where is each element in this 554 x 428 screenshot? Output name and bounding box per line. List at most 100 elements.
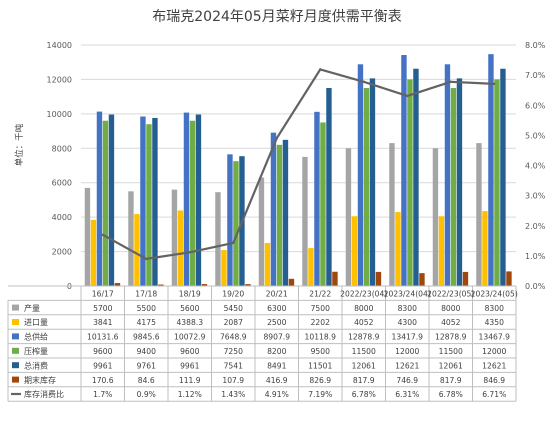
line-库存消费比	[102, 68, 495, 260]
legend-swatch-总消费	[12, 362, 19, 369]
bar-期末库存	[419, 273, 425, 286]
data-label: 4350	[485, 318, 504, 327]
bar-压榨量	[450, 88, 457, 287]
data-label: 11500	[439, 347, 463, 356]
data-label: 9600	[180, 347, 199, 356]
data-label: 11501	[308, 361, 332, 370]
bar-期末库存	[462, 271, 469, 286]
y2-tick-label: 6.0%	[525, 101, 546, 110]
bar-进口量	[482, 211, 488, 286]
category-label: 2023/24(04)	[384, 289, 431, 298]
data-label: 11500	[352, 347, 376, 356]
data-label: 7648.9	[220, 333, 247, 342]
category-label: 2022/23(05)	[427, 289, 474, 298]
bar-压榨量	[494, 79, 500, 286]
category-label: 16/17	[92, 289, 114, 298]
bar-总消费	[456, 78, 463, 286]
y2-tick-label: 7.0%	[525, 71, 546, 80]
data-label: 9961	[93, 361, 112, 370]
bar-总供给	[401, 55, 407, 287]
bar-进口量	[221, 250, 227, 286]
data-label: 111.9	[179, 376, 201, 385]
data-label: 846.9	[483, 376, 505, 385]
bar-期末库存	[158, 284, 164, 286]
bar-压榨量	[146, 124, 152, 286]
bar-总消费	[413, 68, 419, 287]
bar-压榨量	[320, 122, 326, 286]
legend-label: 产量	[24, 303, 40, 313]
legend-label: 库存消费比	[24, 389, 64, 399]
category-label: 2023/24(05)	[471, 289, 518, 298]
bar-总供给	[488, 54, 494, 286]
data-label: 8907.9	[263, 333, 290, 342]
data-label: 4175	[137, 318, 156, 327]
bar-压榨量	[233, 161, 239, 286]
data-label: 7250	[224, 347, 243, 356]
bar-进口量	[395, 211, 401, 286]
bar-产量	[215, 192, 221, 286]
bar-进口量	[177, 210, 184, 286]
line-point-库存消费比	[406, 94, 409, 98]
chart-title: 布瑞克2024年05月菜籽月度供需平衡表	[152, 9, 401, 25]
bar-总供给	[357, 64, 364, 286]
y-tick-label: 10000	[47, 110, 72, 119]
data-label: 6.71%	[482, 390, 506, 399]
bar-期末库存	[114, 283, 121, 286]
data-label: 12000	[482, 347, 506, 356]
y2-tick-label: 2.0%	[525, 222, 546, 231]
data-label: 8491	[267, 361, 286, 370]
category-label: 19/20	[222, 289, 244, 298]
bar-产量	[432, 148, 439, 286]
data-label: 8000	[441, 304, 460, 313]
bar-压榨量	[363, 88, 370, 287]
category-label: 18/19	[179, 289, 201, 298]
legend-label: 总消费	[24, 360, 48, 370]
data-label: 6300	[267, 304, 286, 313]
bar-总供给	[444, 64, 451, 286]
data-label: 5600	[180, 304, 199, 313]
data-label: 4.91%	[265, 390, 289, 399]
y2-tick-label: 4.0%	[525, 162, 546, 171]
data-label: 8300	[398, 304, 417, 313]
data-label: 12878.9	[348, 333, 380, 342]
data-label: 2202	[311, 318, 330, 327]
bar-产量	[171, 189, 178, 286]
data-label: 7541	[224, 361, 243, 370]
data-label: 3841	[93, 318, 112, 327]
data-label: 9500	[311, 347, 330, 356]
bar-压榨量	[189, 120, 196, 286]
bar-进口量	[308, 248, 314, 286]
data-label: 1.7%	[93, 390, 112, 399]
line-point-库存消费比	[275, 136, 278, 140]
bar-压榨量	[276, 144, 283, 286]
legend-label: 期末库存	[24, 375, 56, 385]
data-label: 0.9%	[137, 390, 156, 399]
line-point-库存消费比	[493, 82, 496, 86]
bar-总消费	[369, 78, 376, 286]
line-point-库存消费比	[188, 251, 191, 254]
data-label: 6.78%	[352, 390, 376, 399]
bar-产量	[476, 143, 482, 286]
bar-期末库存	[245, 284, 251, 286]
y2-tick-label: 5.0%	[525, 131, 546, 140]
data-label: 817.9	[440, 376, 462, 385]
data-label: 9600	[93, 347, 112, 356]
line-point-库存消费比	[145, 257, 148, 261]
line-point-库存消费比	[101, 233, 104, 236]
data-label: 4052	[441, 318, 460, 327]
bar-总供给	[270, 132, 277, 286]
data-label: 817.9	[353, 376, 375, 385]
bar-期末库存	[375, 271, 382, 286]
bar-总消费	[500, 68, 506, 287]
line-point-库存消费比	[232, 241, 235, 245]
bar-总供给	[140, 116, 146, 286]
data-label: 416.9	[266, 376, 288, 385]
data-label: 826.9	[309, 376, 331, 385]
data-label: 12621	[395, 361, 419, 370]
line-point-库存消费比	[362, 80, 365, 83]
bar-总供给	[96, 111, 103, 287]
data-label: 6.31%	[395, 390, 419, 399]
legend-label: 压榨量	[24, 346, 48, 356]
